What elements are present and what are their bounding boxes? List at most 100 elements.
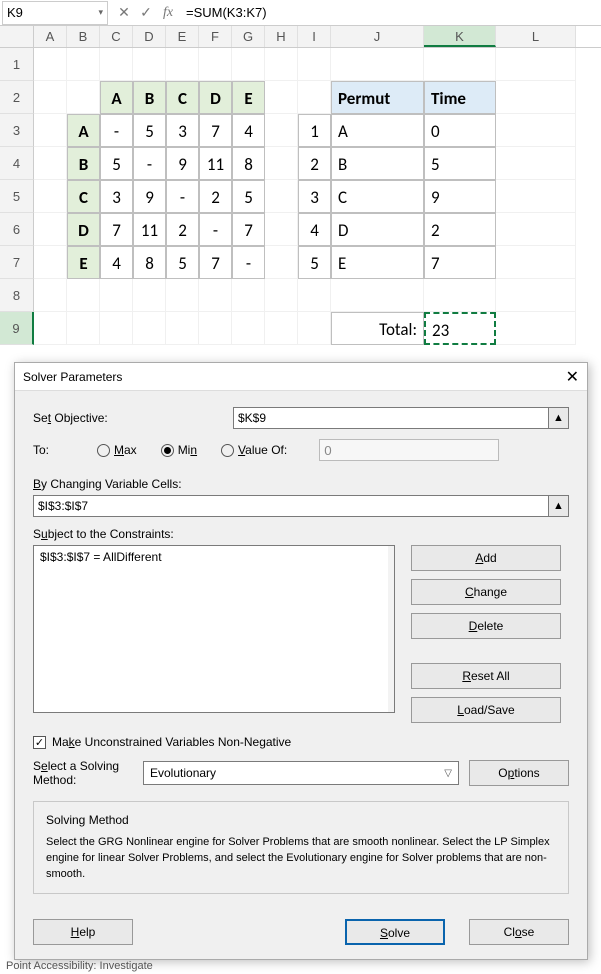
cell[interactable]: C: [331, 180, 424, 213]
add-button[interactable]: Add: [411, 545, 561, 571]
cell[interactable]: E: [67, 246, 100, 279]
name-box[interactable]: K9 ▾: [2, 1, 108, 25]
cell[interactable]: [133, 312, 166, 345]
cell[interactable]: 8: [133, 246, 166, 279]
row-header[interactable]: 7: [0, 246, 34, 279]
formula-input[interactable]: [180, 1, 601, 25]
ref-picker-icon[interactable]: ▲: [549, 407, 569, 429]
cell[interactable]: [265, 312, 298, 345]
cell[interactable]: Total:: [331, 312, 424, 345]
cell[interactable]: -: [100, 114, 133, 147]
cell[interactable]: [298, 279, 331, 312]
cell[interactable]: [199, 312, 232, 345]
cell[interactable]: A: [100, 81, 133, 114]
constraints-list[interactable]: $I$3:$I$7 = AllDifferent: [33, 545, 395, 713]
cell[interactable]: A: [331, 114, 424, 147]
cell[interactable]: [496, 180, 576, 213]
row-header[interactable]: 1: [0, 48, 34, 81]
col-header[interactable]: L: [496, 26, 576, 47]
cell[interactable]: [496, 48, 576, 81]
cell[interactable]: [424, 48, 496, 81]
cell[interactable]: 7: [100, 213, 133, 246]
cell[interactable]: B: [133, 81, 166, 114]
reset-all-button[interactable]: Reset All: [411, 663, 561, 689]
name-box-chevron-icon[interactable]: ▾: [98, 7, 103, 18]
cell[interactable]: [34, 48, 67, 81]
cell[interactable]: [424, 279, 496, 312]
cell[interactable]: 4: [298, 213, 331, 246]
cell[interactable]: 23: [424, 312, 496, 345]
cell[interactable]: 8: [232, 147, 265, 180]
cell[interactable]: 5: [298, 246, 331, 279]
cell[interactable]: Time: [424, 81, 496, 114]
cell[interactable]: [34, 213, 67, 246]
cell[interactable]: [331, 279, 424, 312]
cell[interactable]: E: [331, 246, 424, 279]
col-header[interactable]: C: [100, 26, 133, 47]
cell[interactable]: [496, 147, 576, 180]
cell[interactable]: D: [67, 213, 100, 246]
cell[interactable]: 9: [166, 147, 199, 180]
cell[interactable]: 0: [424, 114, 496, 147]
cell[interactable]: [67, 48, 100, 81]
cell[interactable]: D: [331, 213, 424, 246]
row-header[interactable]: 3: [0, 114, 34, 147]
cell[interactable]: 5: [232, 180, 265, 213]
scrollbar[interactable]: [388, 546, 394, 712]
cell[interactable]: [34, 147, 67, 180]
solving-method-select[interactable]: Evolutionary ▽: [143, 761, 459, 785]
cell[interactable]: C: [166, 81, 199, 114]
cell[interactable]: [100, 312, 133, 345]
cell[interactable]: [34, 180, 67, 213]
cell[interactable]: [265, 81, 298, 114]
cell[interactable]: 4: [232, 114, 265, 147]
cell[interactable]: 3: [100, 180, 133, 213]
cell[interactable]: -: [232, 246, 265, 279]
cancel-icon[interactable]: ✕: [116, 4, 132, 21]
cell[interactable]: [67, 81, 100, 114]
col-header[interactable]: H: [265, 26, 298, 47]
cell[interactable]: 7: [199, 246, 232, 279]
cell[interactable]: [67, 279, 100, 312]
cell[interactable]: 2: [199, 180, 232, 213]
objective-input[interactable]: [233, 407, 549, 429]
cell[interactable]: 7: [424, 246, 496, 279]
cell[interactable]: [496, 114, 576, 147]
select-all-corner[interactable]: [0, 26, 34, 47]
cell[interactable]: C: [67, 180, 100, 213]
cell[interactable]: [265, 114, 298, 147]
cell[interactable]: -: [199, 213, 232, 246]
cell[interactable]: 2: [424, 213, 496, 246]
cell[interactable]: 11: [199, 147, 232, 180]
cell[interactable]: [265, 279, 298, 312]
cell[interactable]: 5: [133, 114, 166, 147]
enter-icon[interactable]: ✓: [138, 4, 154, 21]
cell[interactable]: 5: [100, 147, 133, 180]
change-button[interactable]: Change: [411, 579, 561, 605]
radio-min[interactable]: Min: [161, 443, 197, 457]
cell[interactable]: [199, 48, 232, 81]
cell[interactable]: [496, 312, 576, 345]
col-header[interactable]: F: [199, 26, 232, 47]
cell[interactable]: -: [133, 147, 166, 180]
cell[interactable]: [34, 312, 67, 345]
radio-value-of[interactable]: Value Of:: [221, 443, 287, 457]
cell[interactable]: 7: [232, 213, 265, 246]
help-button[interactable]: Help: [33, 919, 133, 945]
cell[interactable]: [265, 213, 298, 246]
cell[interactable]: 5: [166, 246, 199, 279]
ref-picker-icon[interactable]: ▲: [549, 495, 569, 517]
cell[interactable]: [67, 312, 100, 345]
col-header[interactable]: D: [133, 26, 166, 47]
cell[interactable]: 4: [100, 246, 133, 279]
cell[interactable]: [34, 279, 67, 312]
cell[interactable]: [298, 312, 331, 345]
row-header[interactable]: 5: [0, 180, 34, 213]
cell[interactable]: E: [232, 81, 265, 114]
unconstrained-checkbox[interactable]: [33, 736, 46, 749]
cell[interactable]: [166, 279, 199, 312]
col-header[interactable]: A: [34, 26, 67, 47]
close-button[interactable]: Close: [469, 919, 569, 945]
close-icon[interactable]: ✕: [566, 367, 579, 387]
cell[interactable]: [331, 48, 424, 81]
